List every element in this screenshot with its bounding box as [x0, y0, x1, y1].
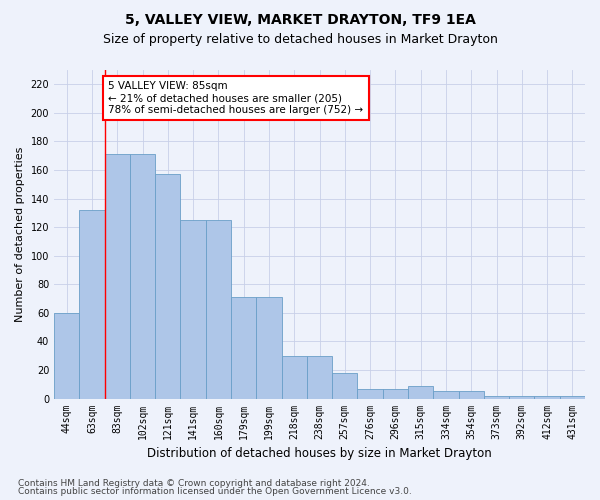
Bar	[383, 388, 408, 398]
X-axis label: Distribution of detached houses by size in Market Drayton: Distribution of detached houses by size …	[147, 447, 492, 460]
Bar	[433, 392, 458, 398]
Bar	[130, 154, 155, 398]
Y-axis label: Number of detached properties: Number of detached properties	[15, 146, 25, 322]
Text: 5, VALLEY VIEW, MARKET DRAYTON, TF9 1EA: 5, VALLEY VIEW, MARKET DRAYTON, TF9 1EA	[125, 12, 475, 26]
Bar	[256, 297, 281, 398]
Bar	[54, 313, 79, 398]
Bar	[206, 220, 231, 398]
Text: Contains HM Land Registry data © Crown copyright and database right 2024.: Contains HM Land Registry data © Crown c…	[18, 478, 370, 488]
Bar	[358, 388, 383, 398]
Bar	[231, 297, 256, 398]
Text: Contains public sector information licensed under the Open Government Licence v3: Contains public sector information licen…	[18, 487, 412, 496]
Text: Size of property relative to detached houses in Market Drayton: Size of property relative to detached ho…	[103, 32, 497, 46]
Text: 5 VALLEY VIEW: 85sqm
← 21% of detached houses are smaller (205)
78% of semi-deta: 5 VALLEY VIEW: 85sqm ← 21% of detached h…	[109, 82, 364, 114]
Bar	[281, 356, 307, 399]
Bar	[408, 386, 433, 398]
Bar	[458, 392, 484, 398]
Bar	[509, 396, 535, 398]
Bar	[307, 356, 332, 399]
Bar	[560, 396, 585, 398]
Bar	[181, 220, 206, 398]
Bar	[332, 373, 358, 398]
Bar	[104, 154, 130, 398]
Bar	[155, 174, 181, 398]
Bar	[484, 396, 509, 398]
Bar	[535, 396, 560, 398]
Bar	[79, 210, 104, 398]
